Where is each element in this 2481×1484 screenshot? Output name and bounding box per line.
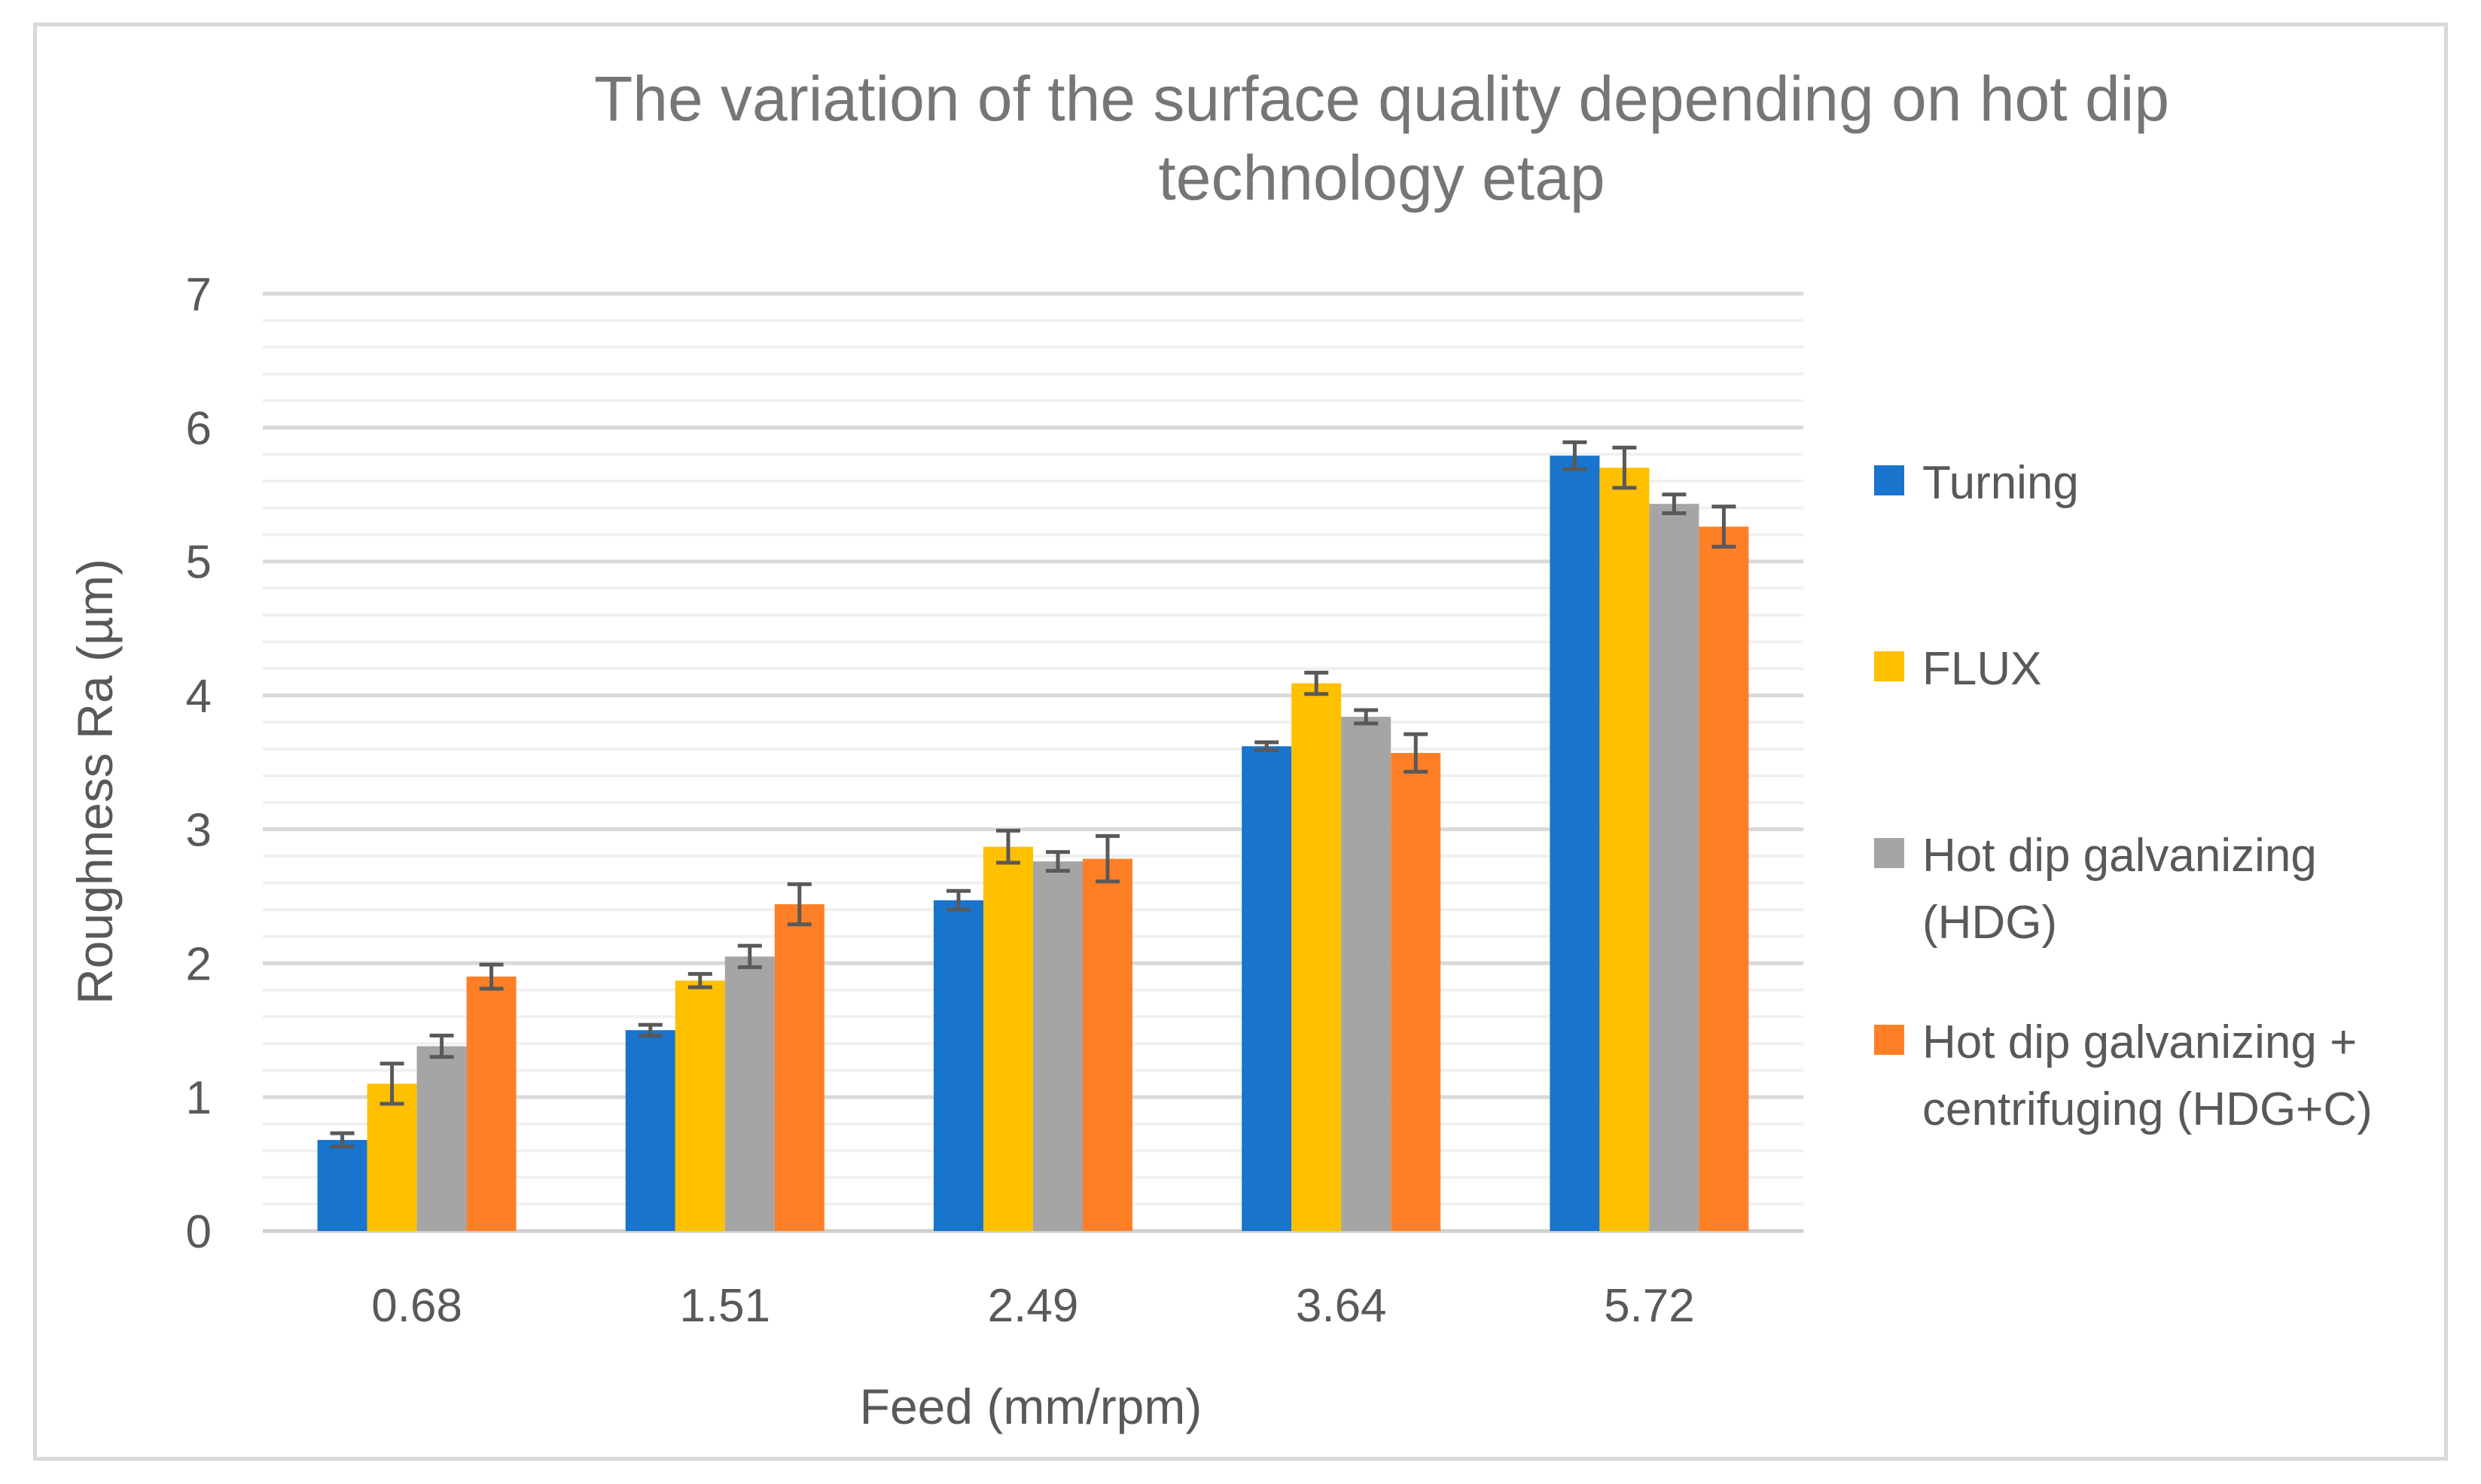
error-bars (330, 440, 1736, 1149)
legend: Turning FLUX Hot dip galvanizing (HDG) H… (1874, 457, 2373, 1135)
bar (1291, 683, 1342, 1231)
y-tick-label: 6 (186, 403, 212, 455)
x-tick-label: 1.51 (679, 1280, 770, 1332)
bar (625, 1030, 675, 1231)
bar (1599, 468, 1650, 1231)
chart-title-line-1: The variation of the surface quality dep… (594, 63, 2169, 134)
y-axis-title: Roughness Ra (µm) (67, 559, 123, 1004)
x-tick-label: 2.49 (988, 1280, 1079, 1332)
legend-item-flux: FLUX (1874, 643, 2041, 695)
bar (1649, 504, 1699, 1231)
x-tick-label: 3.64 (1296, 1280, 1387, 1332)
bar (983, 846, 1033, 1231)
legend-label-turning: Turning (1922, 457, 2079, 509)
chart-title-line-2: technology etap (1158, 142, 1605, 213)
x-tick-label: 5.72 (1604, 1280, 1695, 1332)
legend-swatch-turning (1874, 465, 1904, 495)
chart-canvas: 0 1 2 3 4 5 6 7 0.68 1.51 2.49 3.64 5.72 The variati… (67, 63, 2373, 1434)
legend-item-turning: Turning (1874, 457, 2079, 509)
bars (317, 456, 1749, 1231)
bar (466, 977, 517, 1231)
y-tick-label: 7 (186, 269, 212, 321)
bar (416, 1046, 467, 1231)
bar (1341, 717, 1391, 1231)
legend-item-hdg-c: Hot dip galvanizing + centrifuging (HDG+… (1874, 1016, 2373, 1135)
bar (317, 1140, 367, 1231)
legend-label-hdg-c-line-1: Hot dip galvanizing + (1922, 1016, 2357, 1068)
y-tick-label: 3 (186, 804, 212, 856)
legend-label-hdg-line-1: Hot dip galvanizing (1922, 830, 2317, 882)
legend-label-hdg-line-2: (HDG) (1922, 897, 2057, 949)
bar (1242, 746, 1292, 1231)
y-tick-label: 5 (186, 537, 212, 589)
bar (1699, 526, 1749, 1231)
y-tick-label: 0 (186, 1206, 212, 1258)
bar (724, 956, 775, 1231)
y-tick-label: 1 (186, 1072, 212, 1124)
legend-swatch-hdg (1874, 838, 1904, 868)
legend-swatch-flux (1874, 651, 1904, 681)
legend-swatch-hdg-c (1874, 1025, 1904, 1055)
bar (1083, 858, 1132, 1231)
chart-frame: 0 1 2 3 4 5 6 7 0.68 1.51 2.49 3.64 5.72 The variati… (33, 23, 2448, 1461)
bar (367, 1083, 417, 1231)
tick-labels: 0 1 2 3 4 5 6 7 0.68 1.51 2.49 3.64 5.72 (186, 269, 1695, 1332)
bar (1391, 753, 1441, 1231)
legend-item-hdg: Hot dip galvanizing (HDG) (1874, 830, 2317, 949)
bar (1033, 861, 1083, 1231)
legend-label-hdg-c-line-2: centrifuging (HDG+C) (1922, 1083, 2373, 1135)
legend-label-flux: FLUX (1922, 643, 2041, 695)
bar (774, 904, 824, 1231)
y-tick-label: 2 (186, 938, 212, 990)
bar (1550, 456, 1600, 1231)
bar (675, 980, 725, 1231)
y-tick-label: 4 (186, 671, 212, 723)
x-axis-title: Feed (mm/rpm) (860, 1379, 1202, 1434)
x-tick-label: 0.68 (371, 1280, 462, 1332)
bar (934, 900, 983, 1231)
